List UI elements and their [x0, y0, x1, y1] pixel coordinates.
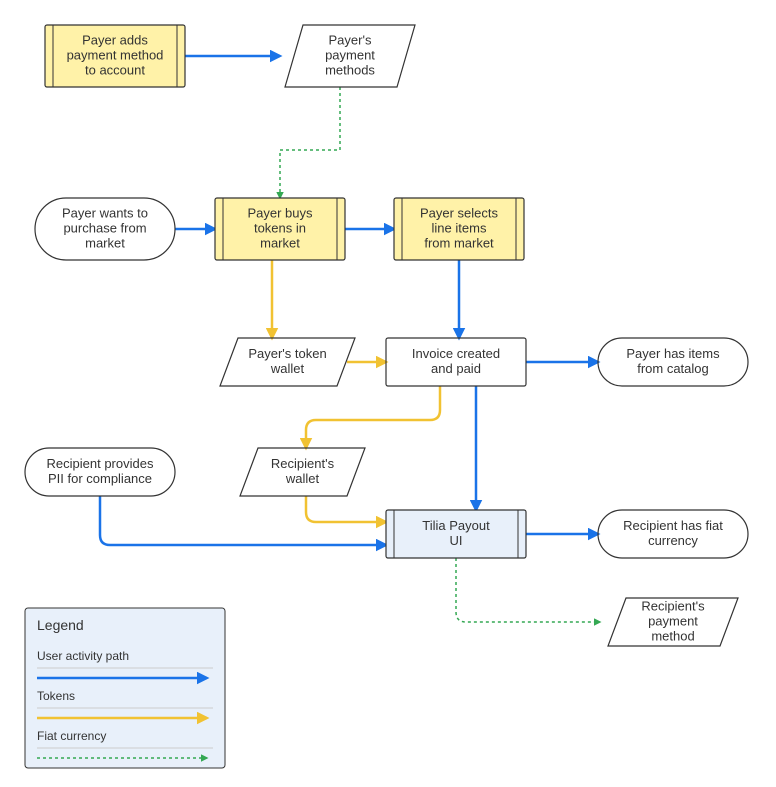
edge-pm_methods-buy_tokens	[280, 87, 340, 198]
legend: Legend User activity path Tokens Fiat curre…	[25, 608, 225, 768]
has_fiat-label-line1: currency	[648, 533, 698, 548]
buy_tokens-label-line0: Payer buys	[247, 205, 313, 220]
token_wallet-label-line0: Payer's token	[248, 346, 326, 361]
legend-item-0-label: User activity path	[37, 649, 129, 663]
selects-label-line0: Payer selects	[420, 205, 499, 220]
wants-label-line0: Payer wants to	[62, 205, 148, 220]
has_items-label-line1: from catalog	[637, 361, 709, 376]
recip_wallet-label-line1: wallet	[285, 471, 320, 486]
selects-label-line2: from market	[424, 235, 494, 250]
token_wallet-label-line1: wallet	[270, 361, 305, 376]
has_items-label-line0: Payer has items	[626, 346, 720, 361]
edge-invoice-recip_wallet	[306, 386, 440, 448]
payout_ui-label-line1: UI	[450, 533, 463, 548]
payout_ui-label-line0: Tilia Payout	[422, 518, 490, 533]
buy_tokens-label-line1: tokens in	[254, 220, 306, 235]
edge-payout_ui-recip_pm	[456, 558, 600, 622]
buy_tokens-label-line2: market	[260, 235, 300, 250]
has_fiat-label-line0: Recipient has fiat	[623, 518, 723, 533]
legend-item-2-label: Fiat currency	[37, 729, 106, 743]
recip_pii-label-line1: PII for compliance	[48, 471, 152, 486]
edge-recip_wallet-payout_ui	[306, 496, 386, 522]
edge-recip_pii-payout_ui	[100, 496, 386, 545]
add_pm-label-line2: to account	[85, 62, 145, 77]
wants-label-line1: purchase from	[63, 220, 146, 235]
recip_wallet-label-line0: Recipient's	[271, 456, 335, 471]
nodes-layer: Payer addspayment methodto accountPayer'…	[25, 25, 748, 646]
recip_pm-label-line0: Recipient's	[641, 598, 705, 613]
add_pm-label-line0: Payer adds	[82, 32, 148, 47]
invoice-label-line0: Invoice created	[412, 346, 500, 361]
legend-title: Legend	[37, 617, 84, 633]
pm_methods-label-line2: methods	[325, 62, 375, 77]
recip_pii-label-line0: Recipient provides	[47, 456, 154, 471]
pm_methods-label-line0: Payer's	[329, 32, 372, 47]
selects-label-line1: line items	[432, 220, 487, 235]
add_pm-label-line1: payment method	[67, 47, 164, 62]
legend-item-1-label: Tokens	[37, 689, 75, 703]
pm_methods-label-line1: payment	[325, 47, 375, 62]
recip_pm-label-line2: method	[651, 628, 694, 643]
invoice-label-line1: and paid	[431, 361, 481, 376]
flowchart-canvas: Payer addspayment methodto accountPayer'…	[0, 0, 776, 787]
recip_pm-label-line1: payment	[648, 613, 698, 628]
wants-label-line2: market	[85, 235, 125, 250]
